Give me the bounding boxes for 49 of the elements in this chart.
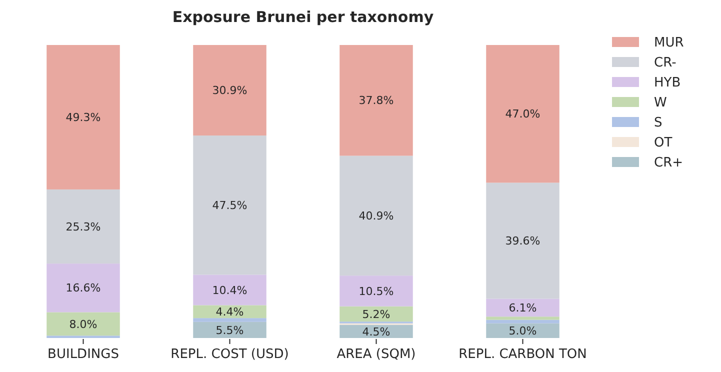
bar bbox=[193, 136, 266, 275]
bar bbox=[486, 323, 560, 338]
data-label: 30.9% bbox=[212, 84, 248, 98]
data-label: 10.4% bbox=[212, 284, 248, 297]
data-label: 37.8% bbox=[358, 94, 394, 108]
data-label: 6.1% bbox=[508, 302, 537, 315]
bar bbox=[193, 305, 266, 318]
bar bbox=[46, 264, 120, 312]
bar bbox=[46, 312, 120, 336]
data-label: 47.0% bbox=[505, 108, 540, 121]
legend-label: HYB bbox=[654, 76, 681, 91]
x-tick-label: BUILDINGS bbox=[48, 347, 119, 362]
x-tick-label: AREA (SQM) bbox=[336, 347, 416, 362]
bar bbox=[340, 306, 413, 322]
legend-label: MUR bbox=[654, 36, 684, 51]
legend-label: CR+ bbox=[654, 156, 684, 171]
data-label: 4.5% bbox=[362, 325, 390, 338]
bar bbox=[486, 45, 560, 183]
bar bbox=[486, 182, 560, 299]
legend-label: CR- bbox=[654, 56, 677, 71]
data-label: 8.0% bbox=[69, 318, 98, 331]
bar bbox=[46, 189, 120, 264]
data-label: 47.5% bbox=[212, 198, 248, 212]
bar bbox=[193, 45, 266, 136]
data-label: 25.3% bbox=[66, 220, 101, 234]
bar bbox=[486, 298, 560, 317]
data-label: 5.2% bbox=[362, 308, 390, 321]
x-tick-label: REPL. CARBON TON bbox=[458, 347, 587, 362]
data-label: 5.0% bbox=[508, 324, 537, 338]
chart-title: Exposure Brunei per taxonomy bbox=[172, 8, 434, 26]
data-label: 49.3% bbox=[66, 111, 101, 124]
data-label: 4.4% bbox=[216, 305, 244, 318]
bar bbox=[193, 322, 266, 338]
data-label: 39.6% bbox=[505, 234, 540, 248]
data-label: 5.5% bbox=[216, 324, 244, 337]
bar bbox=[340, 45, 413, 156]
data-label: 10.5% bbox=[358, 284, 394, 298]
bar bbox=[340, 156, 413, 276]
legend-label: W bbox=[654, 96, 667, 111]
data-label: 40.9% bbox=[358, 210, 394, 223]
legend-label: S bbox=[654, 116, 662, 131]
data-label: 16.6% bbox=[66, 282, 101, 295]
bar bbox=[193, 274, 266, 306]
legend-label: OT bbox=[654, 136, 672, 151]
bar bbox=[486, 316, 560, 320]
x-tick-label: REPL. COST (USD) bbox=[170, 347, 289, 362]
bar bbox=[340, 276, 413, 306]
bar bbox=[46, 45, 120, 190]
bar bbox=[486, 320, 560, 324]
